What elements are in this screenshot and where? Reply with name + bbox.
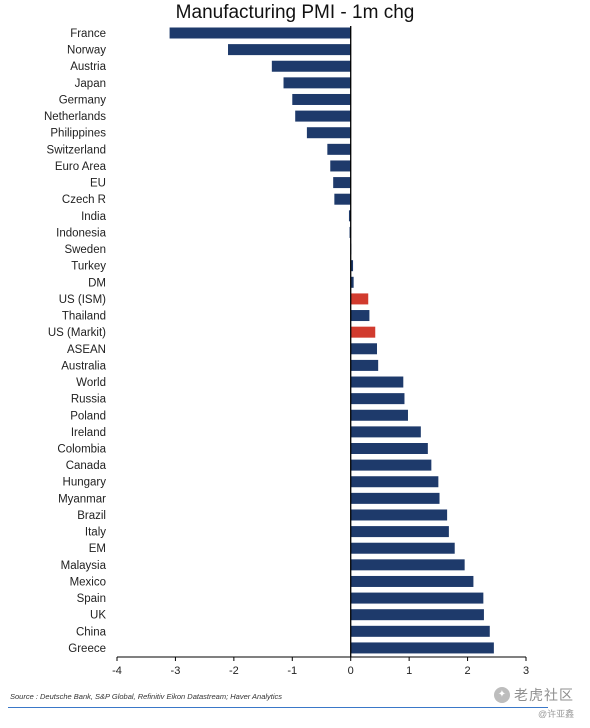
bar-chart: France Norway Austria Japan Germany Netherlan… bbox=[44, 26, 529, 677]
category-label: Greece bbox=[68, 643, 106, 655]
category-label: Myanmar bbox=[58, 493, 106, 505]
category-label: Spain bbox=[77, 593, 106, 605]
x-tick-label: 0 bbox=[348, 665, 354, 677]
category-label: Norway bbox=[67, 45, 106, 57]
bar-japan bbox=[283, 77, 351, 89]
category-label: ASEAN bbox=[67, 344, 106, 356]
category-label: US (ISM) bbox=[59, 294, 106, 306]
bar-russia bbox=[350, 393, 405, 405]
x-tick-label: -1 bbox=[287, 665, 297, 677]
category-label: Germany bbox=[59, 94, 107, 106]
category-label: Mexico bbox=[70, 576, 106, 588]
bar-india bbox=[348, 210, 351, 222]
category-label: Brazil bbox=[77, 510, 106, 522]
bar-hungary bbox=[350, 476, 439, 488]
bar-australia bbox=[350, 359, 379, 371]
bar-netherlands bbox=[295, 110, 351, 122]
source-note: Source : Deutsche Bank, S&P Global, Refi… bbox=[10, 692, 283, 701]
x-tick-label: -4 bbox=[112, 665, 122, 677]
bar-dm bbox=[350, 276, 354, 288]
category-label: Russia bbox=[71, 394, 107, 406]
bar-us-markit bbox=[350, 326, 376, 338]
category-label: Switzerland bbox=[47, 144, 106, 156]
category-label: EM bbox=[89, 543, 106, 555]
category-label: DM bbox=[88, 277, 106, 289]
bar-turkey bbox=[350, 260, 354, 272]
bar-malaysia bbox=[350, 559, 465, 571]
footer-divider bbox=[8, 707, 548, 708]
bar-poland bbox=[350, 409, 408, 421]
watermark-name: 老虎社区 bbox=[514, 687, 574, 703]
category-label: China bbox=[76, 626, 107, 638]
chart-title: Manufacturing PMI - 1m chg bbox=[175, 2, 415, 23]
x-tick-label: -3 bbox=[171, 665, 181, 677]
bar-mexico bbox=[350, 575, 474, 587]
category-label: Italy bbox=[85, 527, 106, 539]
category-label: Euro Area bbox=[55, 161, 107, 173]
bar-france bbox=[169, 27, 351, 39]
bar-ireland bbox=[350, 426, 421, 438]
bar-myanmar bbox=[350, 492, 440, 504]
bar-philippines bbox=[306, 127, 351, 139]
bar-thailand bbox=[350, 310, 370, 322]
bar-eu bbox=[333, 177, 351, 189]
category-label: Turkey bbox=[71, 261, 106, 273]
category-label: Netherlands bbox=[44, 111, 106, 123]
bar-italy bbox=[350, 526, 449, 538]
watermark: ✦ 老虎社区 @许亚鑫 bbox=[494, 685, 586, 725]
bar-us-ism bbox=[350, 293, 369, 305]
category-label: Indonesia bbox=[56, 227, 106, 239]
category-label: France bbox=[70, 28, 106, 40]
category-label: Sweden bbox=[64, 244, 106, 256]
category-label: Canada bbox=[66, 460, 107, 472]
bar-canada bbox=[350, 459, 432, 471]
tiger-icon: ✦ bbox=[494, 687, 510, 703]
category-label: India bbox=[81, 211, 107, 223]
category-label: EU bbox=[90, 178, 106, 190]
bar-czech-r bbox=[334, 193, 351, 205]
bar-switzerland bbox=[327, 143, 351, 155]
bar-colombia bbox=[350, 443, 428, 454]
category-label: Thailand bbox=[62, 311, 106, 323]
x-tick-label: -2 bbox=[229, 665, 239, 677]
bar-greece bbox=[350, 642, 494, 654]
category-label: Philippines bbox=[50, 128, 106, 140]
bar-austria bbox=[271, 60, 351, 72]
category-label: US (Markit) bbox=[48, 327, 106, 339]
bar-china bbox=[350, 625, 490, 637]
watermark-handle: @许亚鑫 bbox=[538, 709, 575, 719]
bar-norway bbox=[228, 44, 351, 56]
bar-em bbox=[350, 542, 455, 554]
bar-euro-area bbox=[330, 160, 351, 172]
category-label: Czech R bbox=[62, 194, 106, 206]
category-label: Hungary bbox=[63, 477, 107, 489]
x-tick-label: 3 bbox=[523, 665, 529, 677]
x-tick-label: 2 bbox=[465, 665, 471, 677]
bar-uk bbox=[350, 609, 484, 621]
bar-spain bbox=[350, 592, 484, 604]
category-label: Ireland bbox=[71, 427, 106, 439]
category-label: Poland bbox=[70, 410, 106, 422]
category-label: Austria bbox=[70, 61, 106, 73]
category-label: Colombia bbox=[57, 444, 106, 456]
bar-brazil bbox=[350, 509, 448, 521]
category-label: Australia bbox=[61, 360, 106, 372]
bar-world bbox=[350, 376, 404, 388]
category-label: World bbox=[76, 377, 106, 389]
category-label: Malaysia bbox=[61, 560, 107, 572]
bar-germany bbox=[292, 93, 351, 105]
bar-asean bbox=[350, 343, 378, 355]
category-label: UK bbox=[90, 610, 106, 622]
category-label: Japan bbox=[75, 78, 106, 90]
x-tick-label: 1 bbox=[406, 665, 412, 677]
